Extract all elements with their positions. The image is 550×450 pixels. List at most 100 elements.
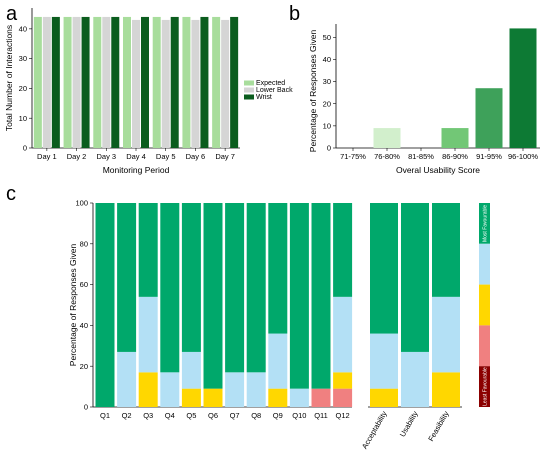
y-tick-label-c: 100	[75, 199, 88, 208]
bar-segment-high-feasibility	[432, 296, 460, 373]
bar-expected-day-4	[123, 16, 131, 148]
bar-expected-day-1	[33, 16, 42, 148]
bar-segment-high-q9	[268, 333, 288, 389]
chart-b: 0 10 20 30 40 50 71-75% 76-80% 81-85% 86-90% 91-95…	[308, 24, 540, 175]
legend-label-wrist: Wrist	[256, 94, 272, 101]
legend-label-lower-back: Lower Back	[256, 87, 293, 94]
bar-segment-most-feasibility	[432, 203, 460, 297]
bar-96-100	[509, 28, 537, 148]
y-axis-label-b: Percentage of Responses Given	[308, 30, 318, 153]
bar-segment-low-q11	[311, 388, 331, 407]
bar-segment-high-q8	[246, 372, 266, 407]
bar-segment-neutral-q3	[138, 372, 158, 407]
y-tick-label-a: 10	[19, 114, 27, 123]
bar-segment-most-q10	[289, 203, 309, 389]
y-axis-label-c: Percentage of Responses Given	[68, 244, 78, 367]
bar-lower-back-day-1	[42, 16, 51, 148]
bar-segment-neutral-q12	[333, 372, 353, 389]
bar-segment-most-acceptability	[370, 203, 398, 334]
legend-swatch-lower-back	[244, 87, 254, 93]
x-tick-label-usability: Usability	[398, 409, 420, 438]
x-tick-label-q5: Q5	[186, 411, 196, 420]
y-tick-label-a: 0	[23, 144, 27, 153]
y-axis-label-a: Total Number of Interactions	[4, 25, 14, 131]
scale-label-most: Most Favourable	[482, 205, 488, 242]
x-tick-label-71-75: 71-75%	[340, 152, 366, 161]
bar-segment-most-q6	[203, 203, 223, 389]
x-tick-label-81-85: 81-85%	[408, 152, 434, 161]
panel-label-c: c	[6, 183, 16, 205]
bar-segment-high-q4	[160, 372, 180, 407]
y-tick-label-a: 40	[19, 24, 27, 33]
y-tick-label-c: 80	[80, 239, 88, 248]
bar-segment-high-q10	[289, 388, 309, 407]
bar-segment-most-q3	[138, 203, 158, 297]
bar-lower-back-day-7	[221, 19, 230, 149]
x-tick-label-day-2: Day 2	[67, 152, 87, 161]
scale-segment-neutral	[479, 284, 490, 326]
bar-segment-neutral-q5	[181, 388, 201, 407]
bar-91-95	[475, 88, 503, 148]
bar-segment-most-q11	[311, 203, 331, 389]
bar-segment-neutral-acceptability	[370, 388, 398, 407]
bar-expected-day-3	[93, 16, 102, 148]
bar-segment-high-usability	[401, 351, 429, 407]
bar-wrist-day-7	[230, 16, 239, 148]
bar-lower-back-day-3	[102, 16, 111, 148]
bar-segment-most-q5	[181, 203, 201, 352]
bar-86-90	[441, 128, 469, 148]
x-axis-label-b: Overal Usability Score	[396, 165, 480, 175]
x-tick-label-q11: Q11	[314, 411, 328, 420]
bar-segment-high-q2	[117, 351, 137, 407]
bar-wrist-day-6	[200, 16, 209, 148]
y-tick-label-a: 30	[19, 54, 27, 63]
x-tick-label-day-6: Day 6	[186, 152, 206, 161]
bar-expected-day-5	[152, 16, 161, 148]
bar-lower-back-day-2	[72, 16, 81, 148]
bar-lower-back-day-5	[161, 19, 170, 149]
scale-segment-high	[479, 243, 490, 285]
bar-segment-high-q3	[138, 296, 158, 373]
y-tick-label-b: 10	[323, 121, 331, 130]
x-tick-label-q2: Q2	[122, 411, 132, 420]
x-tick-label-q8: Q8	[251, 411, 261, 420]
y-tick-label-a: 20	[19, 84, 27, 93]
bar-wrist-day-2	[81, 16, 90, 148]
x-tick-label-q10: Q10	[292, 411, 306, 420]
bar-wrist-day-4	[141, 16, 149, 148]
bar-segment-most-q2	[117, 203, 137, 352]
y-tick-label-b: 20	[323, 99, 331, 108]
bar-segment-neutral-q9	[268, 388, 288, 407]
legend-swatch-wrist	[244, 94, 254, 100]
y-tick-label-c: 40	[80, 321, 88, 330]
x-tick-label-day-5: Day 5	[156, 152, 176, 161]
bar-expected-day-6	[182, 16, 191, 148]
x-tick-label-day-4: Day 4	[126, 152, 146, 161]
bar-lower-back-day-4	[132, 19, 140, 149]
bar-segment-high-q5	[181, 351, 201, 389]
bar-segment-neutral-q6	[203, 388, 223, 407]
bar-segment-most-q1	[95, 203, 115, 407]
bar-wrist-day-3	[111, 16, 120, 148]
bar-segment-most-q12	[333, 203, 353, 297]
bar-wrist-day-5	[170, 16, 179, 148]
bar-expected-day-7	[212, 16, 221, 148]
x-tick-label-day-1: Day 1	[37, 152, 57, 161]
panel-label-b: b	[289, 3, 300, 25]
bar-segment-most-q8	[246, 203, 266, 373]
bar-segment-high-q12	[333, 296, 353, 373]
x-tick-label-q12: Q12	[336, 411, 350, 420]
panel-label-a: a	[6, 3, 18, 25]
x-tick-label-96-100: 96-100%	[508, 152, 538, 161]
bar-segment-low-q12	[333, 388, 353, 407]
x-tick-label-acceptability: Acceptability	[360, 409, 389, 450]
bar-wrist-day-1	[51, 16, 60, 148]
bar-segment-most-q9	[268, 203, 288, 334]
x-tick-label-q3: Q3	[143, 411, 153, 420]
x-tick-label-q7: Q7	[230, 411, 240, 420]
x-tick-label-86-90: 86-90%	[442, 152, 468, 161]
bar-lower-back-day-6	[191, 19, 200, 149]
y-tick-label-b: 0	[327, 144, 331, 153]
legend-swatch-expected	[244, 80, 254, 86]
bar-segment-most-q4	[160, 203, 180, 373]
